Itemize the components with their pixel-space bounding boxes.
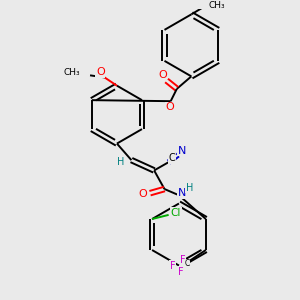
Text: C: C bbox=[184, 259, 190, 268]
Text: CH₃: CH₃ bbox=[209, 1, 226, 10]
Text: CH₃: CH₃ bbox=[63, 68, 80, 77]
Text: N: N bbox=[178, 188, 186, 198]
Text: H: H bbox=[117, 157, 125, 167]
Text: O: O bbox=[138, 189, 147, 199]
Text: O: O bbox=[96, 67, 105, 77]
Text: Cl: Cl bbox=[171, 208, 181, 218]
Text: F: F bbox=[180, 255, 186, 266]
Text: O: O bbox=[158, 70, 167, 80]
Text: F: F bbox=[178, 267, 184, 277]
Text: O: O bbox=[165, 102, 174, 112]
Text: N: N bbox=[178, 146, 186, 156]
Text: H: H bbox=[186, 183, 193, 193]
Text: F: F bbox=[170, 260, 176, 271]
Text: C: C bbox=[168, 153, 175, 163]
